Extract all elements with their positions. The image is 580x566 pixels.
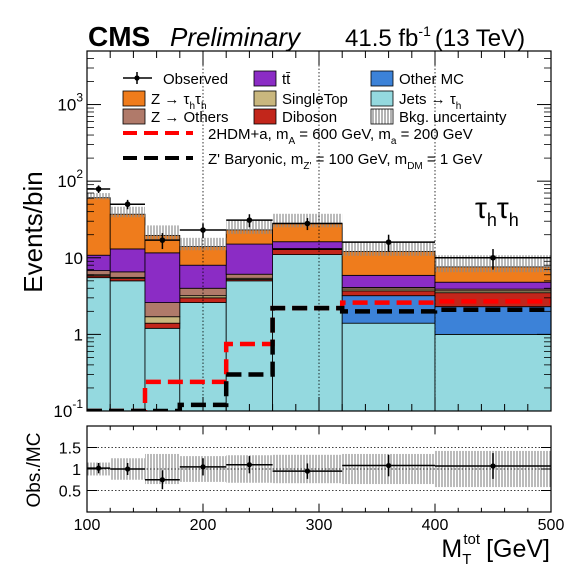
ratio-points — [87, 453, 551, 490]
legend-signal-zprime-label: Z' Baryonic, mZ' = 100 GeV, mDM = 1 GeV — [208, 151, 482, 172]
ratio-y-axis-label: Obs./MC — [24, 433, 45, 508]
stack-bar-jets-2 — [144, 327, 181, 411]
bkg-unc-bin-2 — [145, 225, 180, 240]
x-axis-ticks-ratio: 100 200 300 400 500 — [74, 426, 565, 534]
legend-other-mc: Other MC — [370, 70, 464, 88]
y-tick-label-3: 102 — [57, 167, 83, 191]
background-stack — [87, 197, 551, 411]
legend-observed: Observed — [123, 71, 228, 88]
legend-signal-zprime: Z' Baryonic, mZ' = 100 GeV, mDM = 1 GeV — [123, 151, 482, 172]
bkg-unc-bin-1 — [110, 206, 145, 218]
stack-bar-ztautau-1 — [109, 213, 146, 250]
ratio-y-tick-label-1: 1 — [72, 462, 81, 479]
y-tick-label-0: 10-1 — [53, 397, 83, 421]
status-label: Preliminary — [170, 22, 302, 52]
ratio-point-5 — [304, 468, 310, 474]
stack-bar-diboson-2 — [144, 322, 181, 329]
legend-signal-2hdma-label: 2HDM+a, mA = 600 GeV, ma = 200 GeV — [208, 126, 473, 147]
channel-label: τhτh — [475, 192, 519, 230]
observed-point-2 — [159, 237, 166, 243]
stack-bar-singletop-2 — [144, 316, 181, 324]
legend-singletop-label: SingleTop — [282, 91, 348, 108]
y-axis-ticks: 10-1 1 10 102 103 — [53, 50, 551, 421]
signal-line-sig1 — [87, 299, 551, 411]
x-axis-ticks-main — [86, 51, 552, 411]
ratio-point-4 — [246, 462, 252, 468]
signal-curves — [87, 299, 551, 411]
stack-bar-diboson-5 — [272, 249, 343, 256]
stack-bar-jets-6 — [341, 322, 436, 411]
y-tick-label-1: 1 — [74, 325, 83, 344]
stack-bar-ttbar-2 — [144, 252, 181, 303]
lumi-label: 41.5 fb-1 (13 TeV) — [345, 23, 525, 52]
ratio-gridlines — [87, 447, 551, 491]
ratio-y-tick-label-0: 0.5 — [59, 484, 81, 501]
legend-singletop: SingleTop — [253, 90, 348, 108]
ratio-point-6 — [386, 462, 392, 469]
x-tick-label-0: 100 — [74, 517, 101, 534]
stack-bar-jets-1 — [109, 280, 146, 411]
y-axis-label: Events/bin — [18, 171, 48, 292]
legend-bkg-unc-label: Bkg. uncertainty — [399, 109, 507, 126]
stack-bar-zothers-1 — [109, 271, 146, 278]
ratio-point-2 — [159, 477, 165, 483]
legend-zothers: Z → Others — [122, 108, 229, 126]
y-tick-label-2: 10 — [64, 249, 83, 268]
signal-line-sig2 — [87, 305, 551, 411]
stack-bar-ttbar-4 — [225, 243, 273, 275]
x-axis-label: MTtot [GeV] — [441, 531, 550, 566]
ratio-y-axis-ticks: 0.5 1 1.5 — [59, 441, 551, 501]
cms-header: CMS Preliminary 41.5 fb-1 (13 TeV) — [88, 21, 525, 52]
observed-point-1 — [124, 201, 131, 208]
stack-bar-diboson-6 — [341, 290, 436, 297]
legend-jets-label: Jets → τh — [399, 91, 461, 112]
svg-text:τhτh: τhτh — [475, 192, 519, 230]
stack-bar-zothers-2 — [144, 302, 181, 318]
stack-bar-ttbar-1 — [109, 248, 146, 273]
stack-bar-zothers-4 — [225, 273, 273, 279]
observed-point-7 — [490, 254, 496, 261]
stack-bar-ttbar-6 — [341, 274, 436, 288]
ratio-point-1 — [125, 466, 131, 472]
legend-diboson: Diboson — [253, 108, 337, 126]
legend-zothers-label: Z → Others — [151, 109, 229, 126]
legend-signal-2hdma: 2HDM+a, mA = 600 GeV, ma = 200 GeV — [123, 126, 473, 147]
bkg-unc-bin-0 — [87, 193, 111, 200]
legend-other-mc-label: Other MC — [399, 71, 464, 88]
x-tick-label-1: 200 — [190, 517, 217, 534]
y-tick-label-4: 103 — [57, 91, 83, 115]
legend-ztautau: Z → τhτh — [122, 90, 207, 112]
legend-diboson-label: Diboson — [282, 109, 337, 126]
ratio-y-tick-label-2: 1.5 — [59, 441, 81, 458]
observed-point-0 — [95, 186, 102, 192]
stack-bar-ttbar-5 — [272, 241, 343, 249]
observed-point-5 — [304, 220, 311, 227]
legend-ztautau-label: Z → τhτh — [151, 91, 207, 112]
legend-ttbar-label: tt̄ — [282, 71, 291, 88]
experiment-label: CMS — [88, 21, 150, 52]
ratio-point-7 — [490, 463, 496, 469]
stack-bar-zothers-0 — [87, 270, 111, 276]
legend-jets: Jets → τh — [370, 90, 461, 112]
ratio-point-3 — [200, 464, 206, 470]
legend-ttbar: tt̄ — [253, 70, 291, 88]
legend: Observed tt̄ Other MC Z → τhτh SingleTop… — [122, 70, 507, 172]
x-tick-label-2: 300 — [306, 517, 333, 534]
stack-bar-ttbar-7 — [434, 281, 551, 290]
stack-bar-ztautau-0 — [87, 197, 111, 256]
observed-point-3 — [200, 227, 206, 233]
stack-bar-jets-5 — [272, 254, 343, 411]
legend-bkg-unc: Bkg. uncertainty — [370, 108, 507, 126]
observed-point-6 — [385, 239, 392, 245]
x-tick-label-3: 400 — [422, 517, 449, 534]
observed-points — [87, 185, 551, 270]
stack-bar-jets-7 — [434, 333, 551, 411]
legend-observed-label: Observed — [163, 71, 228, 88]
ratio-point-0 — [96, 465, 102, 471]
observed-point-4 — [246, 217, 253, 223]
x-tick-label-4: 500 — [538, 517, 565, 534]
